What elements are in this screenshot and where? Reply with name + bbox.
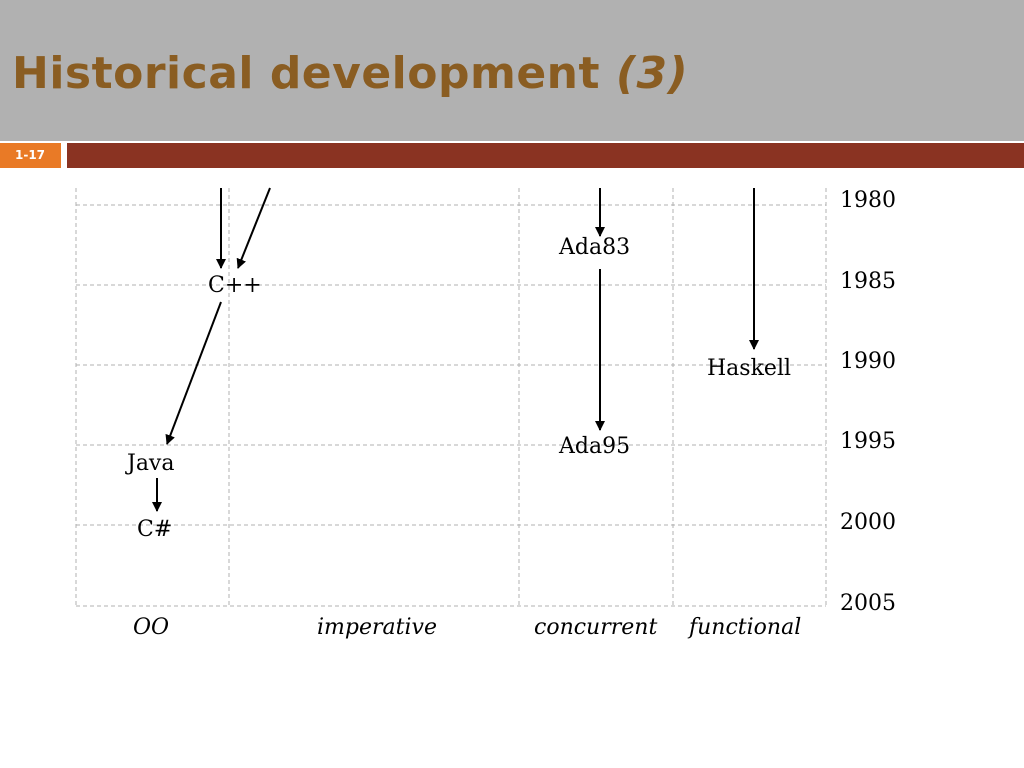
slide-number: 1-17 [15,148,46,162]
language-haskell: Haskell [707,356,792,381]
language-cpp: C++ [208,273,262,298]
category-functional: functional [689,615,802,640]
category-imperative: imperative [317,615,437,640]
language-csharp: C# [137,517,173,542]
category-oo: OO [133,615,170,640]
year-label-1980: 1980 [840,188,896,213]
year-label-2000: 2000 [840,510,896,535]
arrow-into-cpp-diagonal [236,187,271,269]
year-label-2005: 2005 [840,591,896,616]
arrows [152,187,759,512]
category-concurrent: concurrent [534,615,658,640]
slide-title-main: Historical development [12,48,616,99]
language-ada95: Ada95 [559,434,631,459]
language-java: Java [127,451,175,476]
year-label-1985: 1985 [840,269,896,294]
slide-number-box [0,143,61,168]
year-label-1990: 1990 [840,349,896,374]
slide-title-number: (3) [615,48,689,99]
arrow-cpp-to-java [165,301,222,445]
year-label-1995: 1995 [840,429,896,454]
accent-rule [67,143,1024,168]
slide-title: Historical development (3) [12,44,688,104]
title-bar [0,0,1024,141]
language-ada83: Ada83 [559,235,631,260]
grid [75,188,827,607]
